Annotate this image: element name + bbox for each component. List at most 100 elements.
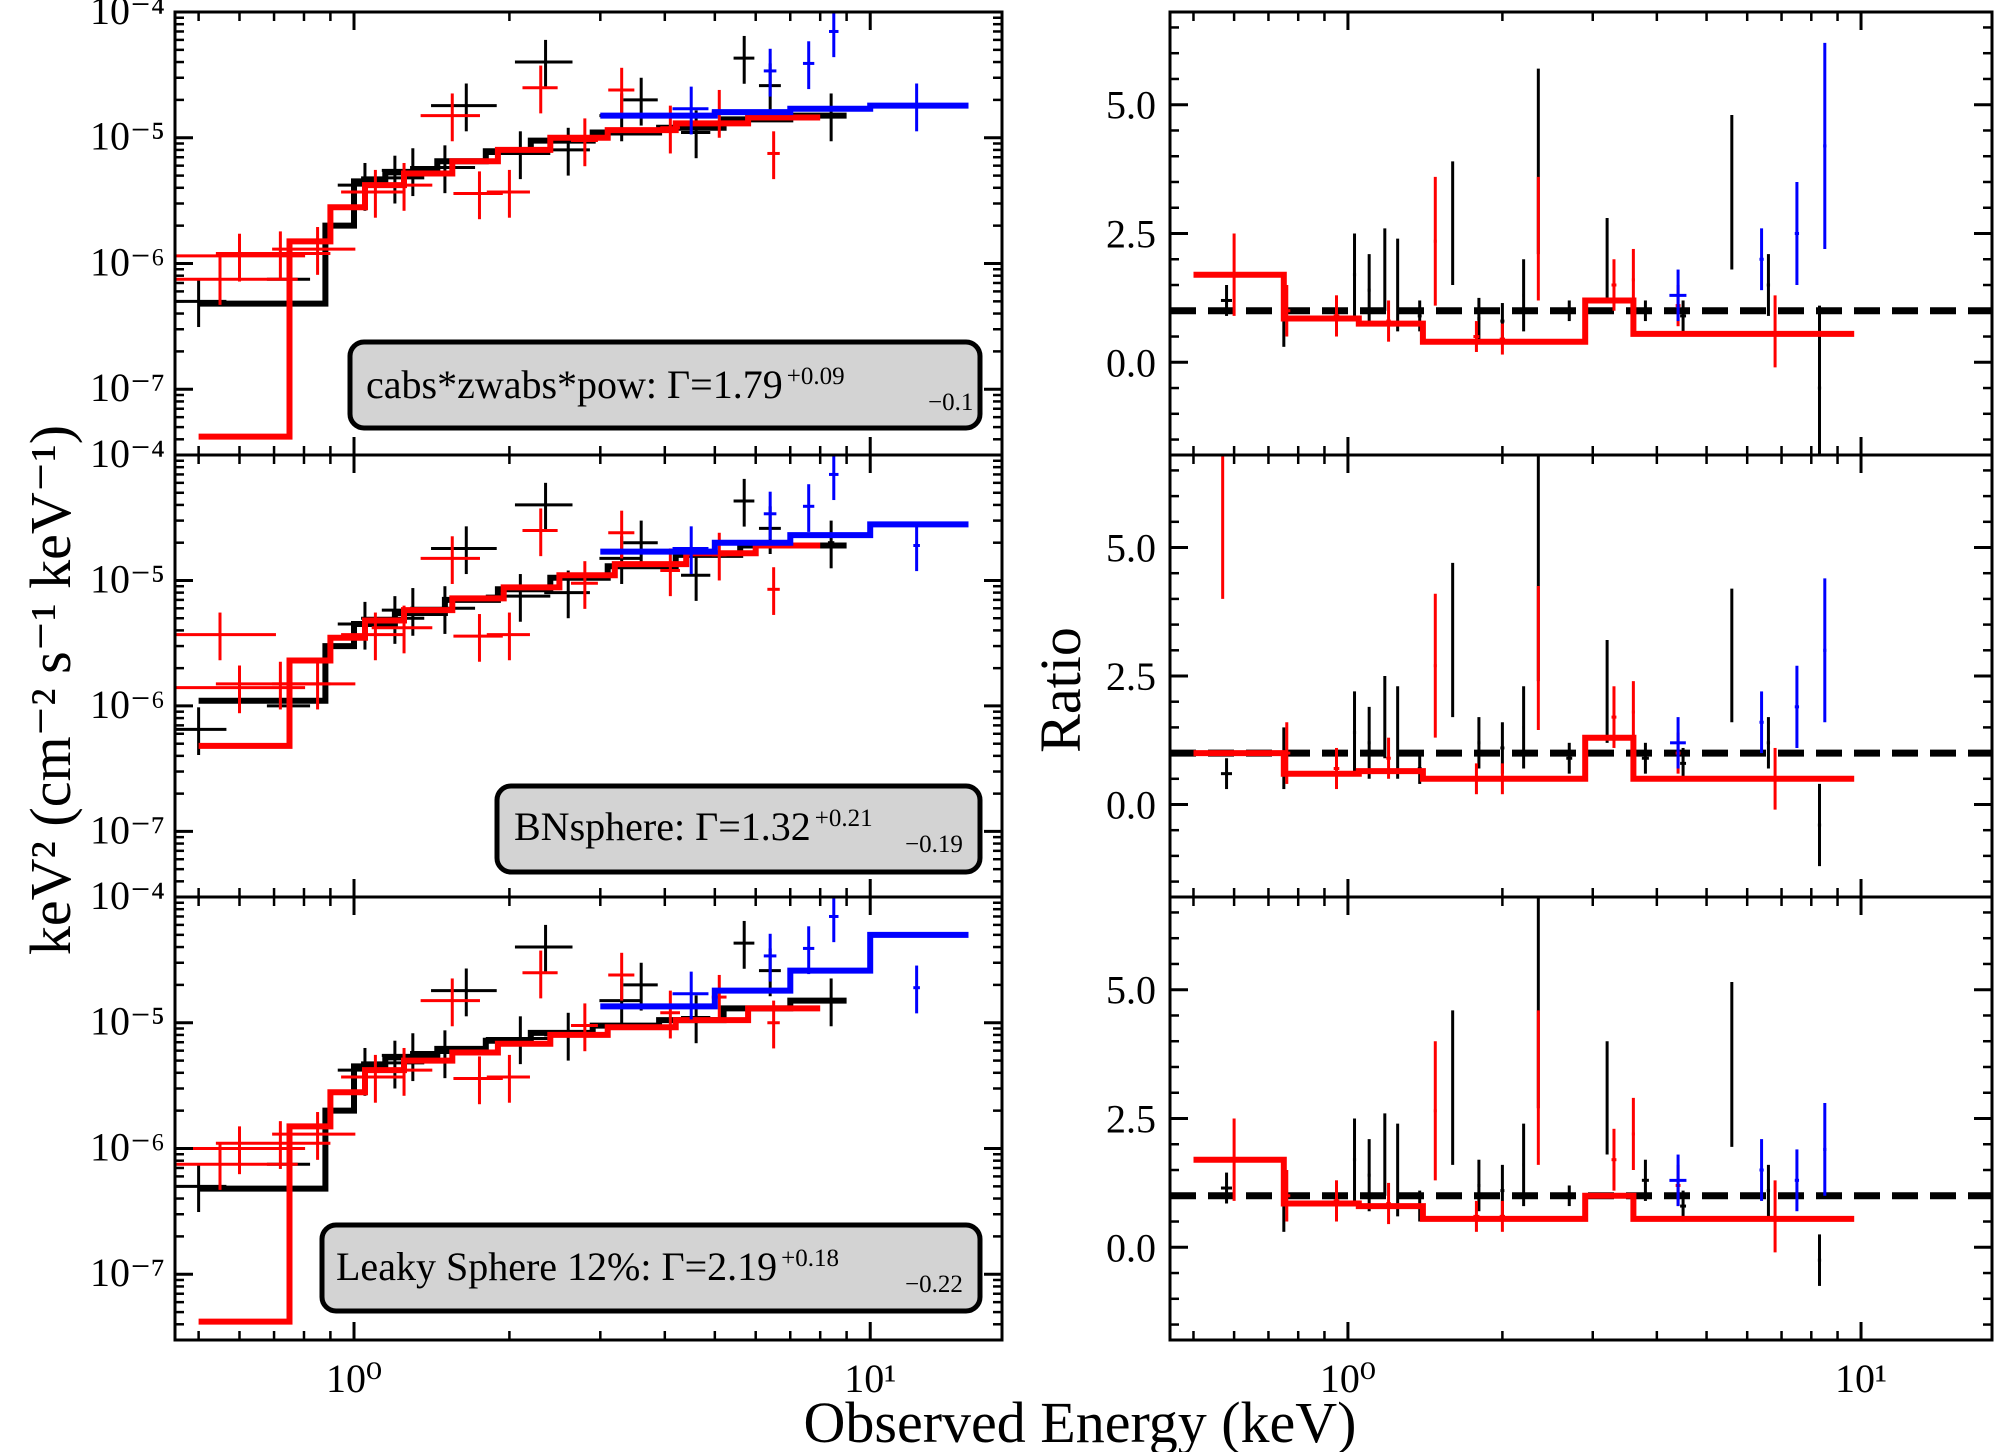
data-point bbox=[1396, 238, 1400, 332]
y-tick-label: 5.0 bbox=[1106, 83, 1156, 128]
data-point bbox=[175, 612, 276, 661]
data-point bbox=[420, 978, 480, 1027]
x-tick-label: 10⁰ bbox=[1320, 1356, 1376, 1401]
panel-frame bbox=[1168, 10, 1994, 457]
data-point bbox=[522, 950, 558, 999]
data-point bbox=[1451, 1010, 1455, 1165]
x-tick-label: 10⁰ bbox=[326, 1356, 382, 1401]
data-point bbox=[1817, 783, 1822, 867]
data-point bbox=[486, 169, 530, 218]
model-step-line bbox=[600, 102, 969, 119]
model-step-line bbox=[198, 1005, 821, 1325]
gamma-err-plus: +0.09 bbox=[787, 363, 845, 390]
data-point bbox=[1773, 1180, 1777, 1253]
data-point bbox=[1352, 1118, 1357, 1201]
data-point bbox=[802, 926, 815, 975]
data-point bbox=[913, 965, 920, 1014]
data-point bbox=[1817, 1234, 1822, 1286]
data-point bbox=[1352, 691, 1357, 774]
data-point bbox=[1631, 1097, 1635, 1171]
data-point bbox=[1669, 1154, 1687, 1207]
data-point bbox=[175, 665, 306, 714]
data-point bbox=[1759, 691, 1764, 754]
data-point bbox=[1433, 1041, 1437, 1181]
data-point bbox=[1730, 981, 1734, 1147]
y-tick-label: 0.0 bbox=[1106, 1225, 1156, 1270]
data-point bbox=[623, 962, 658, 1011]
model-step-line bbox=[1193, 734, 1855, 782]
data-point bbox=[1367, 706, 1371, 779]
data-point bbox=[272, 661, 356, 710]
data-point bbox=[608, 67, 635, 116]
data-point bbox=[570, 118, 598, 167]
data-point bbox=[1433, 593, 1437, 738]
svg-text:BNsphere: Γ=1.32+0.21: BNsphere: Γ=1.32 +0.21 bbox=[514, 804, 873, 849]
data-point bbox=[522, 65, 558, 114]
y-tick-label: 2.5 bbox=[1106, 1097, 1156, 1142]
panel-ratio-middle: 5.0 2.5 0.0 bbox=[1106, 453, 1994, 899]
plot-area bbox=[1170, 455, 1992, 867]
panel-frame bbox=[173, 895, 1004, 1342]
data-point bbox=[570, 561, 598, 609]
model-step-line bbox=[600, 931, 969, 1010]
data-point bbox=[410, 145, 476, 194]
data-point bbox=[1680, 300, 1687, 332]
data-point bbox=[514, 39, 573, 88]
data-point bbox=[1433, 176, 1437, 306]
data-point bbox=[1477, 297, 1481, 340]
data-point bbox=[381, 1033, 441, 1082]
data-point bbox=[1794, 181, 1800, 286]
gamma-err-minus: −0.1 bbox=[928, 389, 973, 416]
model-step-line bbox=[198, 112, 847, 307]
gamma-err-minus: −0.22 bbox=[905, 1271, 963, 1298]
data-point bbox=[828, 12, 839, 58]
data-point bbox=[371, 162, 433, 211]
data-point bbox=[175, 1142, 298, 1190]
data-point bbox=[1794, 665, 1800, 748]
model-step-line bbox=[198, 542, 821, 749]
data-point bbox=[1451, 161, 1455, 286]
data-point bbox=[1566, 742, 1573, 774]
data-point bbox=[763, 933, 777, 982]
y-tick-label: 10⁻⁴ bbox=[90, 0, 165, 33]
data-point bbox=[522, 508, 558, 557]
plot-area bbox=[175, 455, 969, 756]
y-tick-label: 0.0 bbox=[1106, 340, 1156, 385]
data-point bbox=[272, 1112, 356, 1160]
data-point bbox=[767, 1000, 780, 1049]
data-point bbox=[660, 548, 680, 597]
y-tick-label: 10⁻⁶ bbox=[90, 239, 165, 284]
data-point bbox=[1383, 228, 1387, 311]
data-point bbox=[544, 570, 590, 619]
plot-area bbox=[1170, 897, 1992, 1286]
gamma-err-plus: +0.21 bbox=[815, 805, 873, 832]
y-tick-label: 10⁻⁵ bbox=[90, 114, 165, 159]
data-point bbox=[1386, 1182, 1391, 1225]
y-tick-label: 10⁻⁷ bbox=[90, 1250, 165, 1295]
data-point bbox=[1641, 742, 1649, 774]
data-point bbox=[215, 231, 331, 280]
data-point bbox=[827, 93, 835, 142]
data-point bbox=[1766, 254, 1771, 316]
data-point bbox=[1773, 747, 1777, 810]
panel-spectrum-top: 10⁻⁴ 10⁻⁵ 10⁻⁶ 10⁻⁷ bbox=[90, 0, 1004, 457]
data-point bbox=[1522, 686, 1526, 769]
data-point bbox=[1396, 1123, 1400, 1217]
data-point bbox=[175, 257, 298, 305]
data-point bbox=[1823, 1103, 1827, 1196]
data-point bbox=[1611, 259, 1617, 311]
panel-spectrum-middle: 10⁻⁴ 10⁻⁵ 10⁻⁶ 10⁻⁷ bbox=[90, 431, 1004, 899]
data-point bbox=[733, 920, 755, 969]
data-point bbox=[1333, 295, 1340, 337]
data-point bbox=[514, 924, 573, 973]
panel-spectrum-bottom: 10⁻⁴ 10⁻⁵ 10⁻⁶ 10⁻⁷ 10⁰ 10¹ bbox=[90, 873, 1004, 1401]
data-point bbox=[802, 484, 815, 532]
data-point bbox=[1499, 763, 1506, 795]
data-point bbox=[1670, 717, 1686, 769]
y-axis-title-right: Ratio bbox=[1028, 627, 1093, 753]
y-tick-label: 10⁻⁶ bbox=[90, 682, 165, 727]
model-step-line bbox=[198, 997, 847, 1192]
data-point bbox=[1631, 248, 1635, 311]
data-point bbox=[1333, 1180, 1340, 1222]
